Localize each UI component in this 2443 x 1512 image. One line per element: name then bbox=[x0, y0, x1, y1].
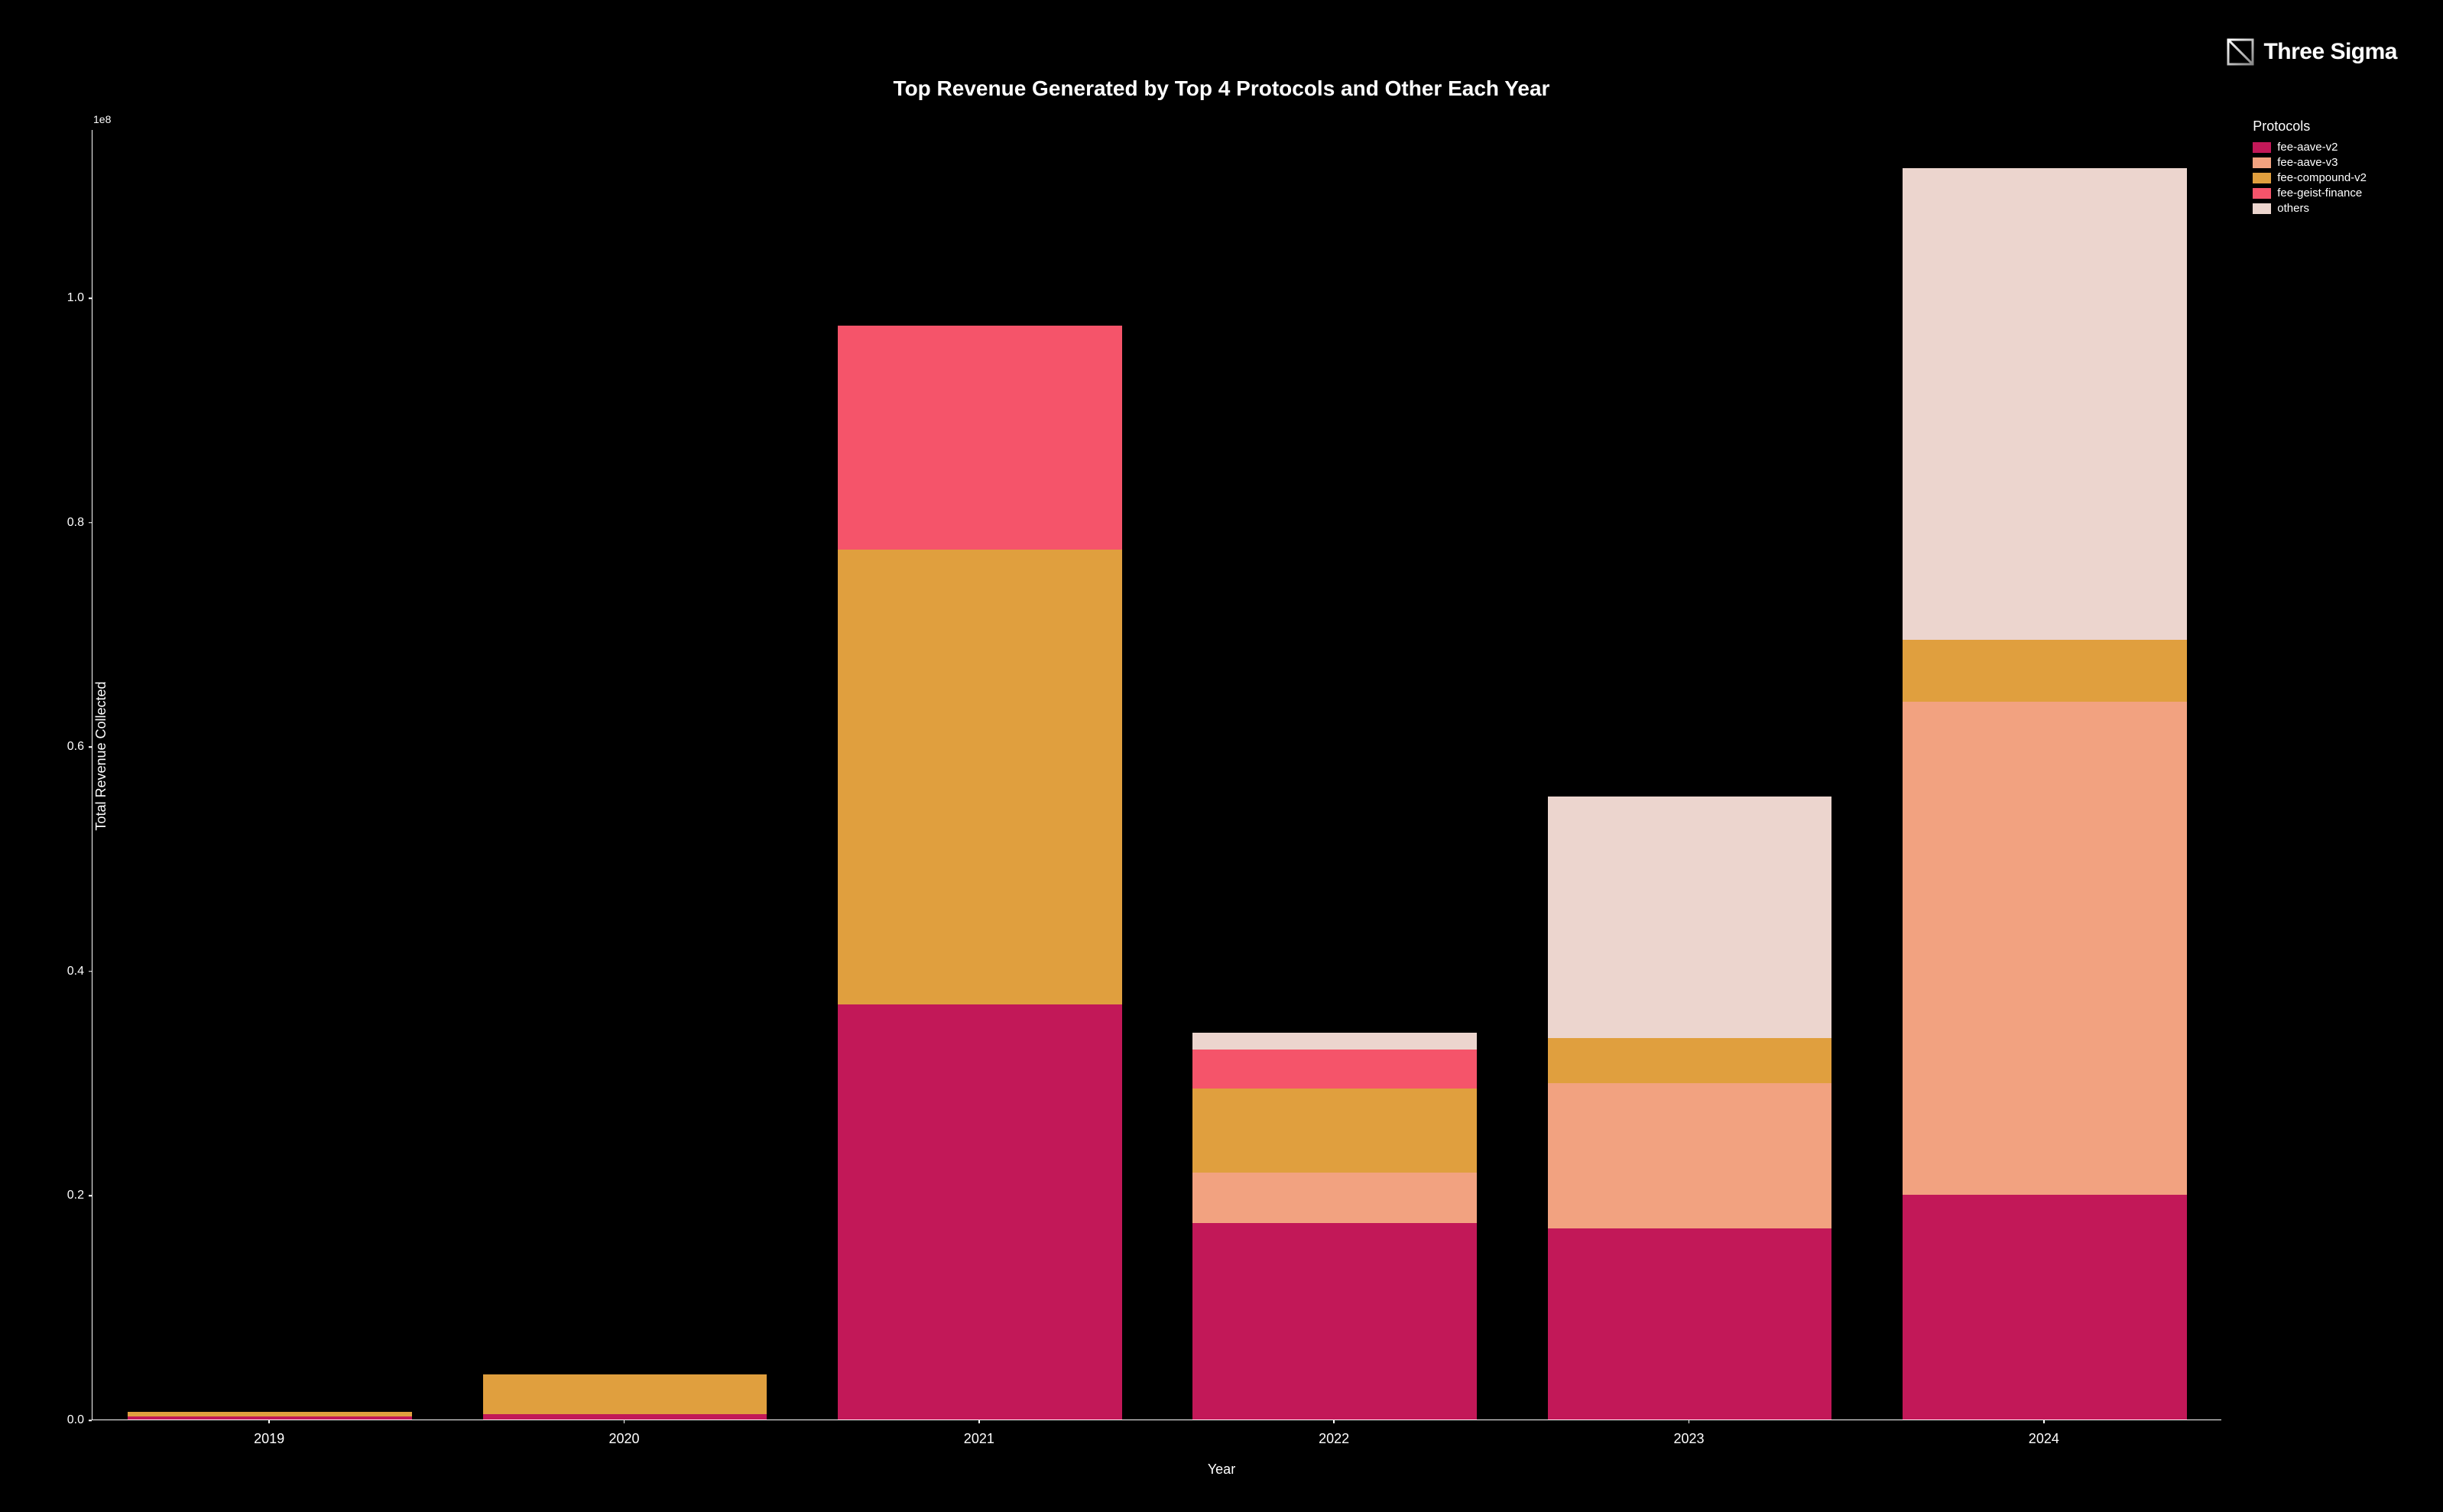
bar-segment bbox=[1903, 640, 2186, 702]
bar-segment bbox=[838, 550, 1121, 1004]
bar-segment bbox=[838, 1004, 1121, 1420]
bar-group bbox=[1903, 129, 2186, 1420]
bar-segment bbox=[128, 1416, 411, 1420]
legend-swatch bbox=[2253, 173, 2271, 183]
bar-segment bbox=[1548, 797, 1831, 1038]
legend-swatch bbox=[2253, 142, 2271, 153]
bar-segment bbox=[1903, 168, 2186, 639]
bar-segment bbox=[1548, 1228, 1831, 1420]
bar-group bbox=[1192, 129, 1476, 1420]
y-tick-mark bbox=[89, 1196, 92, 1197]
bar-segment bbox=[483, 1414, 767, 1420]
bar-group bbox=[128, 129, 411, 1420]
chart-container: Three Sigma Top Revenue Generated by Top… bbox=[0, 0, 2443, 1512]
x-axis-label: Year bbox=[1208, 1462, 1235, 1478]
legend-title: Protocols bbox=[2253, 118, 2367, 135]
chart-title: Top Revenue Generated by Top 4 Protocols… bbox=[0, 76, 2443, 101]
bar-group bbox=[483, 129, 767, 1420]
legend-label: others bbox=[2277, 202, 2309, 216]
x-tick-mark bbox=[624, 1420, 625, 1423]
legend-label: fee-aave-v3 bbox=[2277, 156, 2338, 170]
bar-segment bbox=[1192, 1089, 1476, 1173]
legend-label: fee-compound-v2 bbox=[2277, 171, 2367, 185]
bars bbox=[92, 130, 2221, 1420]
y-tick-mark bbox=[89, 297, 92, 299]
plot-area bbox=[92, 130, 2221, 1420]
x-tick-label: 2020 bbox=[608, 1431, 639, 1447]
bar-segment bbox=[1192, 1050, 1476, 1089]
brand-logo-icon bbox=[2227, 38, 2254, 66]
x-tick-mark bbox=[1333, 1420, 1335, 1423]
legend-item: others bbox=[2253, 202, 2367, 216]
legend-item: fee-aave-v2 bbox=[2253, 141, 2367, 154]
bar-segment bbox=[1192, 1223, 1476, 1420]
bar-group bbox=[1548, 129, 1831, 1420]
bar-segment bbox=[838, 326, 1121, 550]
x-tick-label: 2024 bbox=[2029, 1431, 2059, 1447]
y-tick-mark bbox=[89, 747, 92, 748]
bar-segment bbox=[128, 1412, 411, 1416]
y-scale-label: 1e8 bbox=[93, 113, 111, 125]
bar-segment bbox=[1192, 1033, 1476, 1050]
legend-item: fee-aave-v3 bbox=[2253, 156, 2367, 170]
y-tick-mark bbox=[89, 1420, 92, 1421]
x-tick-mark bbox=[268, 1420, 270, 1423]
bar-segment bbox=[1903, 702, 2186, 1196]
x-tick-label: 2021 bbox=[964, 1431, 994, 1447]
bar-segment bbox=[483, 1374, 767, 1413]
legend-swatch bbox=[2253, 188, 2271, 199]
bar-segment bbox=[1903, 1195, 2186, 1420]
legend-item: fee-compound-v2 bbox=[2253, 171, 2367, 185]
legend-swatch bbox=[2253, 157, 2271, 168]
bar-segment bbox=[1192, 1173, 1476, 1223]
x-tick-mark bbox=[2043, 1420, 2045, 1423]
legend-label: fee-aave-v2 bbox=[2277, 141, 2338, 154]
brand-name: Three Sigma bbox=[2263, 39, 2397, 65]
legend-items: fee-aave-v2 fee-aave-v3fee-compound-v2 fee… bbox=[2253, 141, 2367, 216]
y-tick-label: 0.4 bbox=[61, 965, 84, 978]
x-tick-mark bbox=[978, 1420, 980, 1423]
y-tick-label: 0.2 bbox=[61, 1189, 84, 1202]
bar-segment bbox=[1548, 1038, 1831, 1083]
y-tick-label: 0.8 bbox=[61, 516, 84, 530]
y-tick-label: 1.0 bbox=[61, 291, 84, 305]
y-tick-label: 0.0 bbox=[61, 1413, 84, 1427]
legend-swatch bbox=[2253, 203, 2271, 214]
x-tick-label: 2019 bbox=[254, 1431, 284, 1447]
y-tick-label: 0.6 bbox=[61, 740, 84, 754]
bar-segment bbox=[1548, 1083, 1831, 1229]
x-tick-label: 2022 bbox=[1319, 1431, 1349, 1447]
bar-group bbox=[838, 129, 1121, 1420]
legend: Protocols fee-aave-v2 fee-aave-v3fee-comp… bbox=[2253, 118, 2367, 217]
legend-label: fee-geist-finance bbox=[2277, 187, 2362, 200]
y-tick-mark bbox=[89, 971, 92, 972]
x-tick-mark bbox=[1689, 1420, 1690, 1423]
legend-item: fee-geist-finance bbox=[2253, 187, 2367, 200]
y-tick-mark bbox=[89, 522, 92, 524]
x-tick-label: 2023 bbox=[1673, 1431, 1704, 1447]
brand: Three Sigma bbox=[2227, 38, 2397, 66]
